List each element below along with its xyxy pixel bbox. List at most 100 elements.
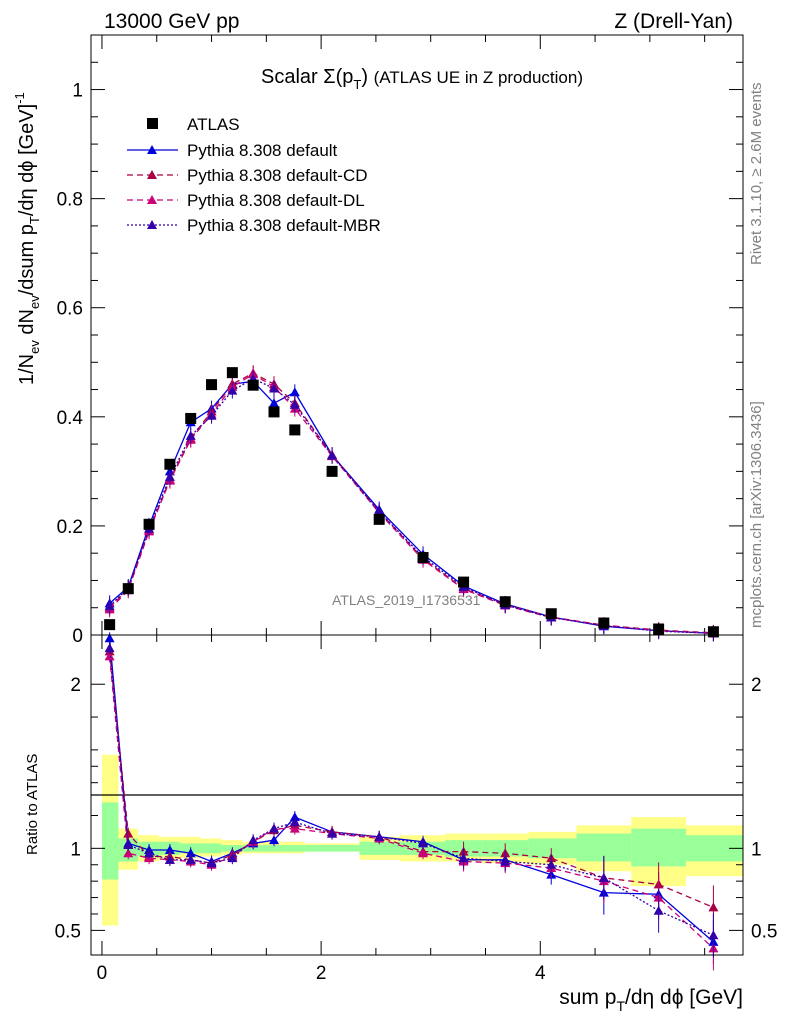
data-point-atlas	[545, 608, 557, 620]
ratio-series-layer	[104, 632, 719, 971]
band-inner	[304, 845, 360, 852]
point-mbr	[185, 430, 196, 440]
ratio-line-mbr	[108, 648, 714, 936]
data-point-atlas	[326, 465, 338, 477]
y-axis-label-main: 1/Nev dNev/dsum pT/dη dϕ [GeV]-1	[12, 92, 42, 385]
ratio-axis-ticks: 0.5 0.5 1 1 2 2 0 2 4	[55, 635, 777, 984]
band-inner	[200, 843, 222, 854]
band-inner	[528, 838, 577, 859]
x-axis-label: sum pT/dη dϕ [GeV]	[559, 986, 743, 1014]
legend-label-default: Pythia 8.308 default	[187, 141, 338, 160]
data-point-atlas	[164, 458, 176, 470]
ratio-point-mbr	[123, 840, 134, 850]
data-point-atlas	[707, 626, 719, 638]
ratio-point-dl	[123, 848, 134, 858]
main-data-layer	[104, 367, 719, 638]
ratio-point-default	[104, 633, 115, 643]
data-point-atlas	[143, 518, 155, 530]
legend: ATLAS Pythia 8.308 default Pythia 8.308 d…	[127, 115, 381, 235]
ratio-point-mbr	[327, 828, 338, 838]
y-tick-label-ratio: 2	[70, 675, 81, 696]
point-mbr	[268, 383, 279, 393]
band-inner	[283, 845, 305, 852]
y-axis-label-ratio: Ratio to ATLAS	[24, 754, 41, 855]
y-tick-label-main: 0	[72, 626, 83, 647]
point-default	[289, 387, 300, 397]
ratio-point-mbr	[374, 831, 385, 841]
ratio-point-mbr	[227, 853, 238, 863]
legend-label-dl: Pythia 8.308 default-DL	[187, 191, 365, 210]
band-inner	[179, 843, 201, 854]
ratio-point-mbr	[104, 643, 115, 653]
ratio-uncertainty-bands	[101, 754, 743, 926]
legend-label-atlas: ATLAS	[187, 115, 240, 134]
x-tick-label: 0	[97, 963, 108, 984]
data-point-atlas	[247, 379, 259, 391]
ratio-point-mbr	[164, 854, 175, 864]
y-tick-label-ratio-right: 0.5	[751, 921, 777, 942]
rivet-version-label: Rivet 3.1.10, ≥ 2.6M events	[748, 83, 765, 266]
ratio-point-mbr	[289, 817, 300, 827]
ratio-point-dl	[104, 651, 115, 661]
mcplots-label: mcplots.cern.ch [arXiv:1306.3436]	[748, 401, 765, 628]
main-plot: 0 0.2 0.4 0.6 0.8 1	[57, 34, 744, 647]
ratio-point-mbr	[248, 835, 259, 845]
ratio-point-mbr	[268, 823, 279, 833]
point-mbr	[327, 450, 338, 460]
ratio-plot: 0.5 0.5 1 1 2 2 0 2 4	[55, 632, 777, 984]
legend-marker-atlas	[147, 118, 158, 129]
ratio-point-default	[185, 848, 196, 858]
data-point-atlas	[417, 552, 429, 564]
ratio-point-dl	[418, 848, 429, 858]
data-point-atlas	[289, 424, 301, 436]
data-point-atlas	[185, 412, 197, 424]
band-inner	[359, 841, 401, 855]
band-inner	[631, 828, 687, 867]
ratio-frame	[90, 634, 744, 956]
point-mbr	[227, 385, 238, 395]
point-mbr	[289, 399, 300, 409]
ratio-point-mbr	[185, 854, 196, 864]
y-tick-label-main: 1	[72, 81, 83, 102]
data-point-atlas	[206, 379, 218, 391]
legend-marker-default	[147, 145, 157, 154]
ratio-point-cd	[123, 828, 134, 838]
header-left: 13000 GeV pp	[104, 10, 239, 33]
data-point-atlas	[458, 576, 470, 588]
ratio-point-mbr	[500, 856, 511, 866]
ratio-point-mbr	[708, 930, 719, 940]
band-inner	[221, 845, 243, 852]
band-inner	[101, 802, 119, 880]
y-tick-label-main: 0.6	[57, 299, 83, 320]
ratio-point-mbr	[418, 838, 429, 848]
data-point-atlas	[122, 583, 134, 595]
ratio-point-mbr	[653, 905, 664, 915]
data-point-atlas	[226, 367, 238, 379]
ratio-line-dl	[108, 656, 714, 949]
x-tick-label: 2	[316, 963, 327, 984]
ratio-point-mbr	[144, 848, 155, 858]
chart-title: Scalar Σ(pT) (ATLAS UE in Z production)	[261, 66, 583, 92]
main-axis-ticks: 0 0.2 0.4 0.6 0.8 1	[57, 35, 743, 647]
data-point-atlas	[104, 619, 116, 631]
legend-marker-dl	[147, 195, 157, 204]
data-point-atlas	[598, 617, 610, 629]
data-point-atlas	[268, 406, 280, 418]
ratio-point-dl	[289, 823, 300, 833]
legend-marker-cd	[147, 170, 157, 179]
point-mbr	[104, 601, 115, 611]
ratio-point-mbr	[546, 859, 557, 869]
data-point-atlas	[653, 623, 665, 635]
y-tick-label-ratio-right: 2	[751, 675, 762, 696]
y-tick-label-main: 0.8	[57, 190, 83, 211]
y-tick-label-ratio: 0.5	[55, 921, 81, 942]
data-point-atlas	[373, 513, 385, 525]
point-default	[268, 398, 279, 408]
legend-label-cd: Pythia 8.308 default-CD	[187, 166, 368, 185]
ratio-point-default	[164, 844, 175, 854]
ratio-point-cd	[708, 902, 719, 912]
y-tick-label-main: 0.4	[57, 408, 84, 429]
ratio-point-mbr	[206, 858, 217, 868]
header-right: Z (Drell-Yan)	[614, 10, 733, 33]
